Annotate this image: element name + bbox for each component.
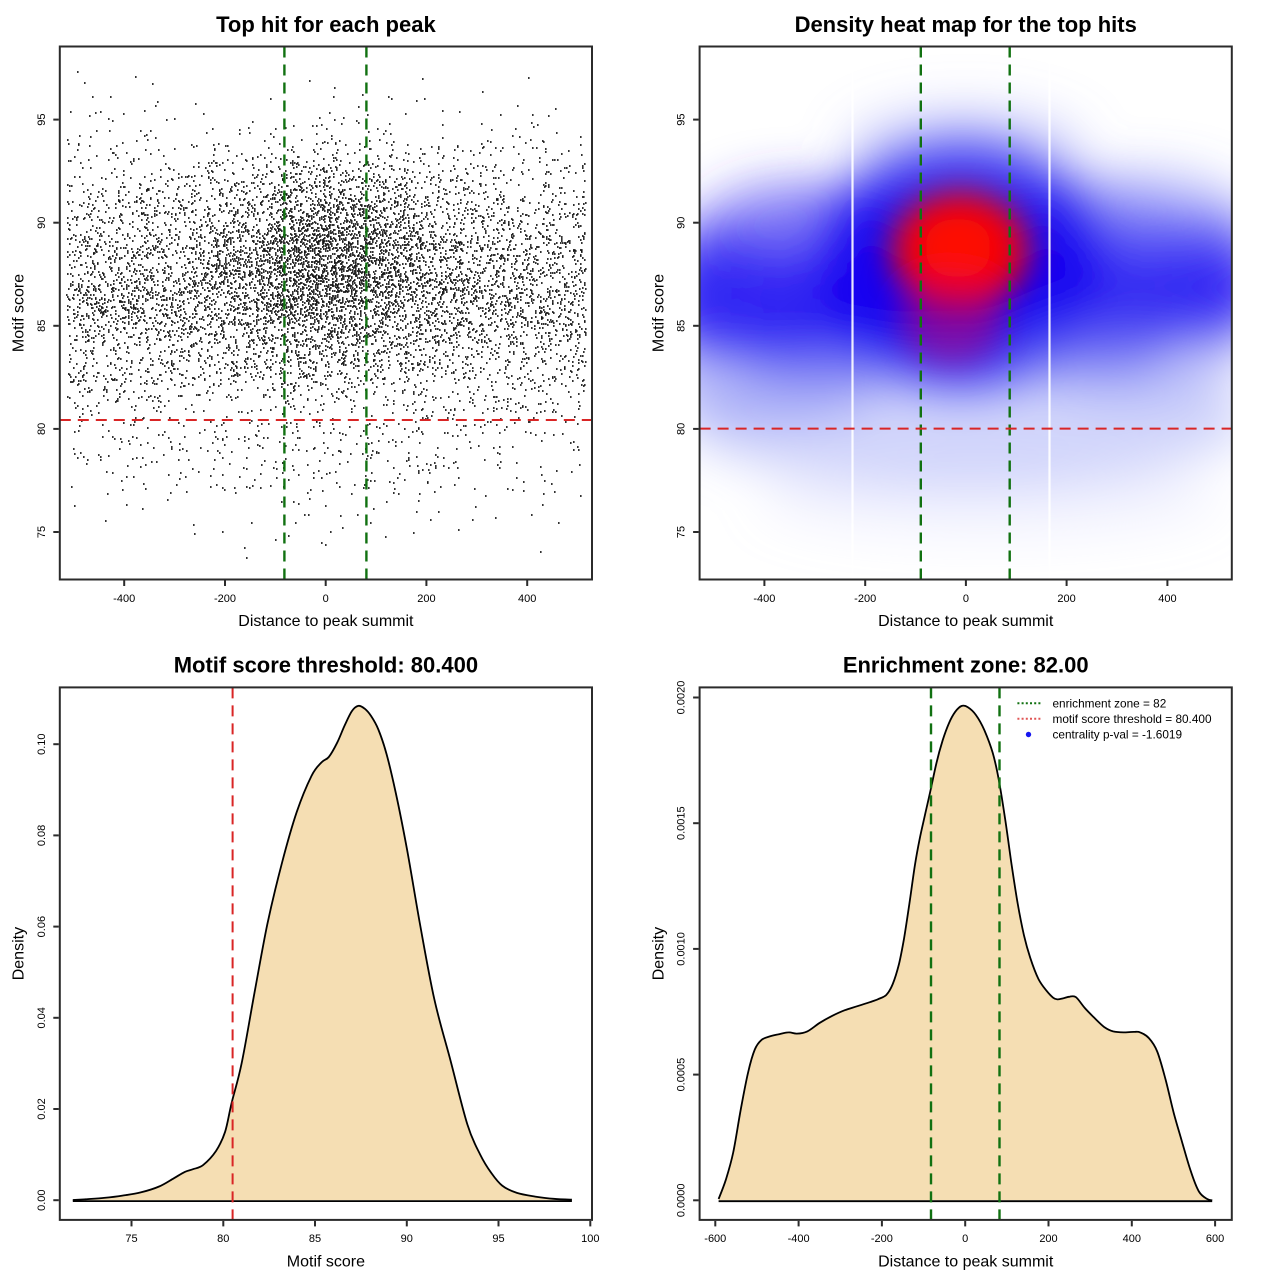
svg-text:0: 0 <box>963 593 969 605</box>
svg-text:95: 95 <box>36 113 48 125</box>
svg-text:90: 90 <box>36 217 48 229</box>
svg-text:Density: Density <box>651 927 668 980</box>
svg-text:95: 95 <box>676 113 688 125</box>
svg-text:0.06: 0.06 <box>36 916 48 937</box>
svg-text:-200: -200 <box>214 593 236 605</box>
svg-text:Motif score threshold: 80.400: Motif score threshold: 80.400 <box>174 653 478 678</box>
svg-text:-200: -200 <box>871 1233 893 1245</box>
svg-text:0.08: 0.08 <box>36 825 48 846</box>
svg-text:0.0015: 0.0015 <box>676 806 688 840</box>
svg-text:-400: -400 <box>788 1233 810 1245</box>
svg-text:85: 85 <box>36 320 48 332</box>
svg-text:Distance to peak summit: Distance to peak summit <box>878 613 1054 630</box>
svg-text:Density heat map for the top h: Density heat map for the top hits <box>795 12 1137 37</box>
svg-text:85: 85 <box>676 320 688 332</box>
svg-text:75: 75 <box>676 526 688 538</box>
svg-text:200: 200 <box>1057 593 1075 605</box>
svg-text:0.04: 0.04 <box>36 1007 48 1028</box>
svg-text:-400: -400 <box>113 593 135 605</box>
svg-text:600: 600 <box>1206 1233 1224 1245</box>
svg-text:Motif score: Motif score <box>651 274 668 352</box>
svg-text:enrichment zone = 82: enrichment zone = 82 <box>1053 697 1167 711</box>
svg-text:-400: -400 <box>753 593 775 605</box>
svg-text:0.00: 0.00 <box>36 1189 48 1210</box>
svg-text:centrality p-val = -1.6019: centrality p-val = -1.6019 <box>1053 728 1183 742</box>
svg-text:200: 200 <box>417 593 435 605</box>
svg-text:90: 90 <box>401 1233 413 1245</box>
svg-text:Motif score: Motif score <box>11 274 28 352</box>
svg-text:95: 95 <box>492 1233 504 1245</box>
svg-text:Motif score: Motif score <box>287 1254 365 1271</box>
svg-text:Distance to peak summit: Distance to peak summit <box>238 613 414 630</box>
svg-text:0.10: 0.10 <box>36 733 48 754</box>
svg-text:0.0020: 0.0020 <box>676 681 688 715</box>
svg-text:Density: Density <box>11 927 28 980</box>
svg-text:400: 400 <box>1158 593 1176 605</box>
svg-text:80: 80 <box>36 423 48 435</box>
svg-text:motif score threshold = 80.400: motif score threshold = 80.400 <box>1053 712 1212 726</box>
svg-text:400: 400 <box>518 593 536 605</box>
svg-text:75: 75 <box>125 1233 137 1245</box>
svg-text:0.0005: 0.0005 <box>676 1058 688 1092</box>
svg-text:400: 400 <box>1123 1233 1141 1245</box>
svg-text:200: 200 <box>1039 1233 1057 1245</box>
svg-text:0.02: 0.02 <box>36 1098 48 1119</box>
svg-text:-200: -200 <box>854 593 876 605</box>
svg-text:Distance to peak summit: Distance to peak summit <box>878 1254 1054 1271</box>
svg-text:Top hit for each peak: Top hit for each peak <box>216 12 436 37</box>
svg-text:Enrichment zone: 82.00: Enrichment zone: 82.00 <box>843 653 1089 678</box>
svg-text:0.0010: 0.0010 <box>676 932 688 966</box>
svg-text:90: 90 <box>676 217 688 229</box>
svg-text:100: 100 <box>581 1233 599 1245</box>
svg-text:0: 0 <box>323 593 329 605</box>
svg-text:80: 80 <box>217 1233 229 1245</box>
svg-text:0.0000: 0.0000 <box>676 1183 688 1217</box>
svg-text:85: 85 <box>309 1233 321 1245</box>
svg-text:-600: -600 <box>704 1233 726 1245</box>
svg-text:0: 0 <box>962 1233 968 1245</box>
svg-text:80: 80 <box>676 423 688 435</box>
svg-text:75: 75 <box>36 526 48 538</box>
